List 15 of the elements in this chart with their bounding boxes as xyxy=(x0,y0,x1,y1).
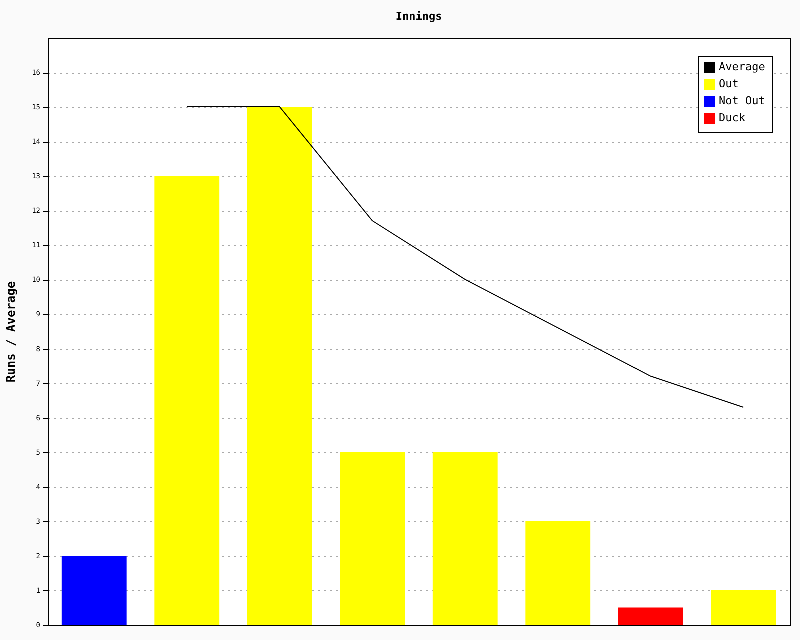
line-series xyxy=(186,106,744,408)
bar xyxy=(62,556,127,625)
legend-label: Duck xyxy=(719,112,746,124)
legend-label: Out xyxy=(719,78,739,90)
chart-title: Innings xyxy=(396,10,442,23)
bar xyxy=(711,590,776,625)
bar xyxy=(618,608,684,625)
bar xyxy=(432,452,498,625)
legend-label: Not Out xyxy=(719,94,766,108)
bar xyxy=(340,452,406,625)
bar xyxy=(526,521,591,625)
y-axis-title: Runs / Average xyxy=(4,281,18,383)
legend-label: Average xyxy=(719,60,766,74)
bar xyxy=(247,107,312,625)
bar xyxy=(154,176,220,625)
